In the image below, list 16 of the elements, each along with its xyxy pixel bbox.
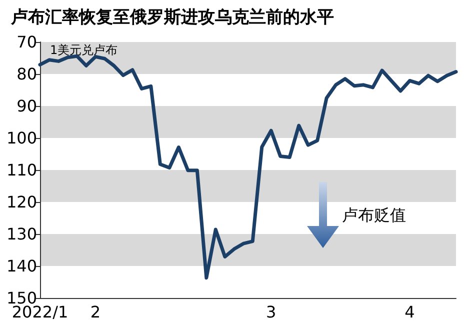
y-tick-label: 70 <box>16 32 37 52</box>
y-tick-label: 140 <box>6 256 37 276</box>
line-series <box>38 54 458 280</box>
x-tick-label: 2 <box>90 302 101 322</box>
y-tick-label: 90 <box>16 96 37 116</box>
x-tick-label: 3 <box>266 302 276 322</box>
x-tick-label: 2022/1 <box>12 302 68 322</box>
y-tick-label: 80 <box>16 64 37 84</box>
y-tick-label: 120 <box>6 192 37 212</box>
y-tick-label: 130 <box>6 224 37 244</box>
y-tick-label: 110 <box>6 160 37 180</box>
x-tick-label: 4 <box>404 302 415 322</box>
y-axis-title: 1美元兑卢布 <box>50 43 118 57</box>
y-tick-label: 100 <box>6 128 37 148</box>
chart-title: 卢布汇率恢复至俄罗斯进攻乌克兰前的水平 <box>10 8 334 28</box>
annotation: 卢布贬值 <box>342 206 406 224</box>
